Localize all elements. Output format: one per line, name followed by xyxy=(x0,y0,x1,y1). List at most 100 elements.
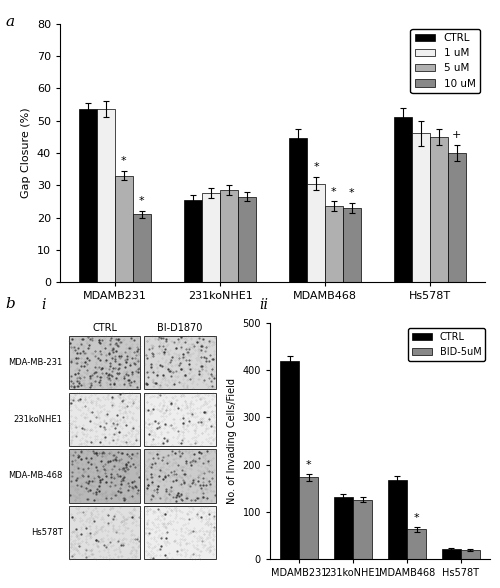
Point xyxy=(98,526,106,536)
Point xyxy=(96,524,104,533)
Point xyxy=(172,352,180,362)
Point xyxy=(88,550,96,559)
Point xyxy=(174,437,182,446)
Point xyxy=(193,437,201,446)
Point xyxy=(122,368,130,377)
Point xyxy=(208,394,216,403)
Point xyxy=(211,422,219,432)
Point xyxy=(84,447,92,456)
Point xyxy=(97,435,105,444)
Point xyxy=(190,554,198,563)
Point xyxy=(146,539,154,549)
Point xyxy=(80,477,88,486)
Point xyxy=(164,435,172,444)
Point xyxy=(205,455,213,465)
Point xyxy=(144,519,152,528)
Point xyxy=(210,338,218,347)
Point xyxy=(142,473,150,482)
Point xyxy=(118,467,126,476)
Point xyxy=(142,406,150,416)
Point xyxy=(206,526,214,535)
Point xyxy=(172,529,180,539)
Point xyxy=(110,383,118,393)
Point xyxy=(188,464,196,473)
Point xyxy=(210,355,218,365)
Point xyxy=(132,545,140,554)
Point xyxy=(212,446,220,456)
Y-axis label: Gap Closure (%): Gap Closure (%) xyxy=(22,108,32,198)
Point xyxy=(168,423,176,432)
Point xyxy=(108,467,116,477)
Point xyxy=(128,478,136,487)
Point xyxy=(114,421,122,430)
Point xyxy=(127,431,135,440)
Point xyxy=(94,509,102,519)
Point xyxy=(86,455,94,465)
Point xyxy=(206,545,214,554)
Point xyxy=(136,376,143,385)
Point xyxy=(112,362,120,372)
Point xyxy=(170,485,177,495)
Point xyxy=(156,463,164,472)
Point xyxy=(66,467,74,476)
Point xyxy=(204,542,212,552)
Point xyxy=(188,371,196,380)
Point xyxy=(114,419,122,429)
Point xyxy=(128,424,136,433)
Point xyxy=(109,524,117,534)
Point xyxy=(190,371,198,380)
Point xyxy=(96,378,104,387)
Point xyxy=(202,473,210,483)
Point xyxy=(119,408,127,417)
Point xyxy=(111,461,119,470)
Point xyxy=(70,550,78,559)
Point xyxy=(88,349,96,358)
Point xyxy=(96,480,104,490)
Point xyxy=(199,452,207,462)
Point xyxy=(170,338,178,347)
Point xyxy=(180,417,188,426)
Point xyxy=(179,422,187,432)
Point xyxy=(174,371,182,380)
Point xyxy=(198,469,205,478)
Point xyxy=(194,532,202,541)
Point xyxy=(134,365,142,374)
Point xyxy=(148,449,156,459)
Point xyxy=(178,472,186,482)
Point xyxy=(202,361,209,370)
Point xyxy=(167,368,175,377)
Point xyxy=(134,350,142,359)
Point xyxy=(172,399,179,409)
Point xyxy=(76,542,84,551)
Point xyxy=(210,423,218,432)
Point xyxy=(158,344,166,353)
Point xyxy=(148,546,156,556)
Point xyxy=(176,391,184,400)
Point xyxy=(194,332,202,341)
Point xyxy=(202,343,210,353)
Point xyxy=(68,467,76,476)
Point xyxy=(87,473,95,482)
Point xyxy=(72,504,80,513)
Point xyxy=(176,531,184,540)
Point xyxy=(104,547,112,556)
Point xyxy=(172,505,180,514)
Point xyxy=(82,337,90,346)
Point xyxy=(144,423,152,432)
Point xyxy=(194,513,202,523)
Point xyxy=(148,340,156,350)
Point xyxy=(191,475,199,484)
Point xyxy=(170,472,178,481)
Point xyxy=(120,436,128,446)
Point xyxy=(106,359,114,368)
Point xyxy=(100,338,108,347)
Point xyxy=(108,541,116,550)
Point xyxy=(132,477,140,487)
Point xyxy=(100,505,108,514)
Point xyxy=(92,350,100,359)
Point xyxy=(122,534,130,544)
Point xyxy=(89,540,97,549)
Point xyxy=(200,337,208,346)
Point xyxy=(130,511,138,520)
Point xyxy=(74,533,82,542)
